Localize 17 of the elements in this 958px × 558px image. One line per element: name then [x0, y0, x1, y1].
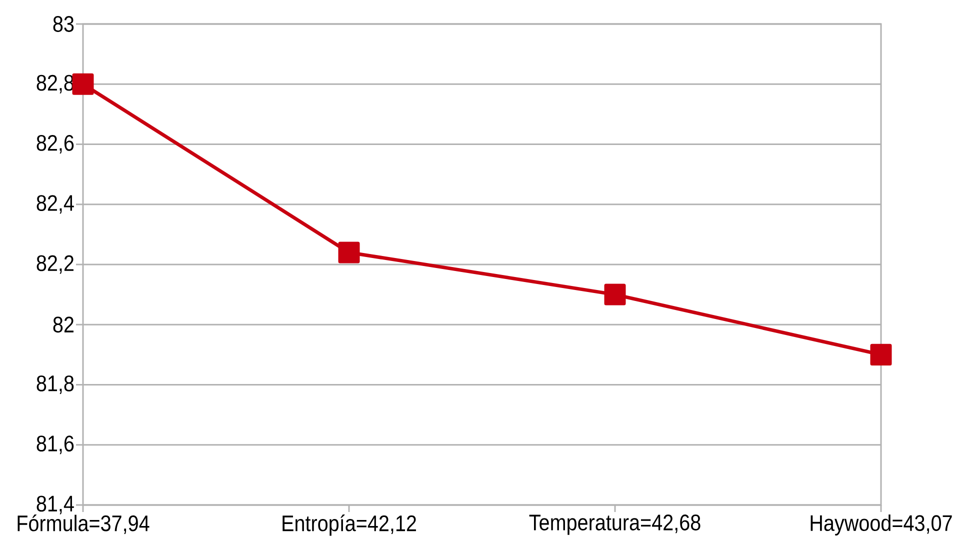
x-tick-label: Haywood=43,07 [810, 514, 952, 536]
y-tick-label: 83 [53, 16, 74, 32]
x-tick-label: Temperatura=42,68 [529, 514, 700, 535]
y-tick-label: 82,4 [36, 195, 74, 214]
y-tick-label: 82 [53, 316, 74, 333]
x-tick-label: Fórmula=37,94 [18, 514, 150, 534]
y-tick-label: 81,8 [36, 375, 74, 394]
y-tick-label: 81,4 [36, 496, 74, 514]
x-tick-label: Entropía=42,12 [282, 514, 416, 536]
y-tick-label: 81,6 [36, 436, 74, 454]
y-tick-label: 82,6 [36, 134, 74, 154]
point [604, 284, 626, 306]
y-tick-label: 82,2 [36, 255, 74, 274]
point [870, 344, 892, 366]
point [72, 73, 94, 95]
y-tick-label: 82,8 [36, 74, 74, 94]
point [338, 242, 360, 264]
